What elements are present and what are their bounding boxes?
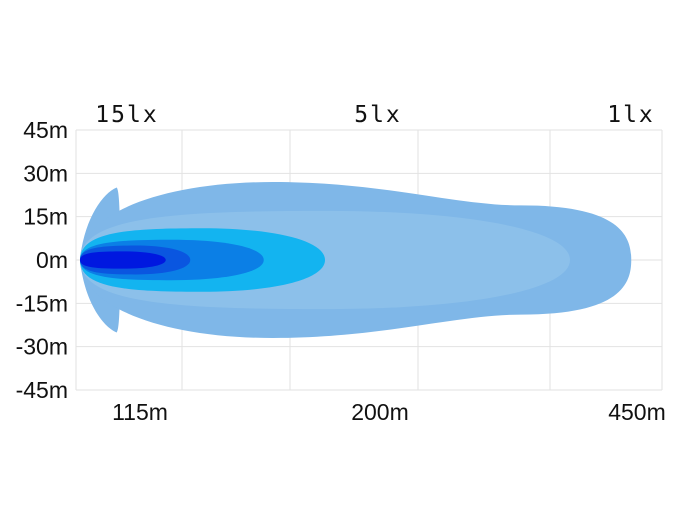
y-tick-label: 30m	[23, 160, 68, 186]
beam-contour-6	[80, 251, 166, 269]
x-tick-label: 200m	[351, 399, 409, 425]
y-tick-label: 15m	[23, 204, 68, 230]
y-tick-label: -30m	[16, 334, 68, 360]
lux-labels: 15lx 5lx 1lx	[95, 102, 655, 128]
x-tick-label: 450m	[608, 399, 666, 425]
y-tick-label: 45m	[23, 117, 68, 143]
lux-label: 1lx	[607, 102, 655, 128]
y-tick-label: -45m	[16, 377, 68, 403]
lux-label: 5lx	[354, 102, 402, 128]
y-axis-ticks: 45m 30m 15m 0m -15m -30m -45m	[16, 117, 68, 403]
lux-label: 15lx	[95, 102, 158, 128]
y-tick-label: 0m	[36, 247, 68, 273]
beam-contours	[80, 182, 632, 338]
x-tick-label: 115m	[112, 399, 168, 425]
y-tick-label: -15m	[16, 290, 68, 316]
x-axis-ticks: 115m 200m 450m	[112, 399, 666, 425]
